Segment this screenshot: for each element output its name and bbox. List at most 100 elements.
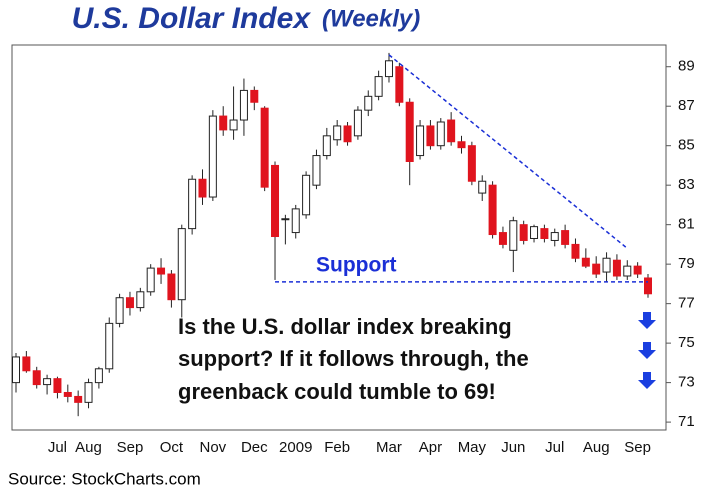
- candle-body: [302, 174, 311, 216]
- candle-body: [281, 218, 290, 221]
- candle-body: [374, 76, 383, 97]
- arrow: [638, 312, 656, 329]
- candle-body: [519, 224, 528, 241]
- x-tick-label: Oct: [160, 439, 184, 456]
- resistance-line: [388, 54, 628, 249]
- x-tick-label: Jul: [545, 439, 564, 456]
- candle-body: [416, 125, 425, 157]
- candle-body: [550, 232, 559, 241]
- x-tick-label: 2009: [279, 439, 312, 456]
- candle-body: [509, 220, 518, 251]
- candle-body: [188, 178, 197, 230]
- y-tick-label: 87: [678, 97, 695, 114]
- candle-body: [353, 109, 362, 137]
- candle-body: [271, 164, 280, 238]
- candle-body: [229, 119, 238, 131]
- candle-body: [364, 95, 373, 111]
- candle-body: [157, 267, 166, 275]
- candle-body: [395, 66, 404, 103]
- candle-body: [488, 184, 497, 236]
- candle-body: [84, 382, 93, 403]
- candle-body: [333, 125, 342, 141]
- candle-body: [447, 119, 456, 143]
- note-line: Is the U.S. dollar index breaking: [178, 314, 512, 339]
- y-tick-label: 75: [678, 334, 695, 351]
- x-tick-label: Aug: [75, 439, 102, 456]
- candle-body: [208, 115, 217, 198]
- candle-body: [260, 107, 269, 188]
- x-tick-label: May: [458, 439, 487, 456]
- candle-body: [198, 178, 207, 198]
- candle-body: [291, 208, 300, 234]
- support-label: Support: [316, 254, 396, 277]
- candle-body: [125, 297, 134, 309]
- candle-body: [478, 180, 487, 194]
- candle-body: [43, 378, 52, 386]
- x-tick-label: Sep: [624, 439, 651, 456]
- y-tick-label: 83: [678, 176, 695, 193]
- candle-body: [115, 297, 124, 324]
- candle-body: [32, 370, 41, 386]
- candle-body: [105, 322, 114, 370]
- x-tick-label: Aug: [583, 439, 610, 456]
- y-tick-label: 85: [678, 137, 695, 154]
- candle-body: [12, 356, 20, 384]
- y-tick-label: 81: [678, 216, 695, 233]
- candle-body: [343, 125, 352, 143]
- candle-body: [623, 265, 632, 277]
- candle-body: [612, 259, 621, 277]
- candle-body: [426, 125, 435, 147]
- down-arrows: [638, 312, 656, 389]
- note-line: support? If it follows through, the: [178, 346, 529, 371]
- candle-body: [592, 263, 601, 275]
- candle-body: [22, 356, 31, 372]
- candle-body: [136, 291, 145, 309]
- candle-body: [312, 155, 321, 186]
- candle-body: [436, 121, 445, 147]
- candle-body: [644, 277, 652, 295]
- candle-body: [581, 257, 590, 267]
- y-tick-label: 89: [678, 58, 695, 75]
- candle-body: [146, 267, 155, 293]
- x-tick-label: Nov: [200, 439, 227, 456]
- note-line: greenback could tumble to 69!: [178, 379, 496, 404]
- candle-body: [571, 243, 580, 259]
- candle-body: [405, 101, 414, 162]
- candle-body: [540, 228, 549, 239]
- arrow: [638, 342, 656, 359]
- candle-body: [74, 395, 83, 403]
- x-tick-label: Feb: [324, 439, 350, 456]
- candle-body: [384, 60, 393, 78]
- candle-body: [239, 89, 248, 121]
- candle-body: [94, 368, 103, 384]
- candle-body: [53, 378, 62, 393]
- candle-body: [250, 89, 259, 103]
- candle-body: [561, 230, 570, 245]
- candle-body: [498, 232, 507, 245]
- candle-body: [219, 115, 228, 131]
- x-tick-label: Apr: [419, 439, 442, 456]
- candle-body: [467, 145, 476, 182]
- chart-subtitle: (Weekly): [322, 5, 420, 32]
- y-tick-label: 73: [678, 374, 695, 391]
- x-tick-label: Jul: [48, 439, 67, 456]
- y-tick-label: 71: [678, 413, 695, 430]
- y-tick-label: 77: [678, 295, 695, 312]
- candle-body: [177, 228, 186, 301]
- source: Source: StockCharts.com: [8, 469, 201, 488]
- x-tick-label: Dec: [241, 439, 268, 456]
- arrow: [638, 372, 656, 389]
- candle-body: [602, 257, 611, 273]
- candle-body: [633, 265, 642, 275]
- x-tick-label: Sep: [117, 439, 144, 456]
- y-tick-label: 79: [678, 255, 695, 272]
- candle-body: [530, 226, 539, 239]
- x-tick-label: Jun: [501, 439, 525, 456]
- chart-title: U.S. Dollar Index: [72, 2, 312, 35]
- candle-body: [167, 273, 176, 301]
- candle-body: [322, 135, 331, 157]
- candle-body: [63, 391, 72, 397]
- candle-body: [457, 141, 466, 149]
- x-tick-label: Mar: [376, 439, 402, 456]
